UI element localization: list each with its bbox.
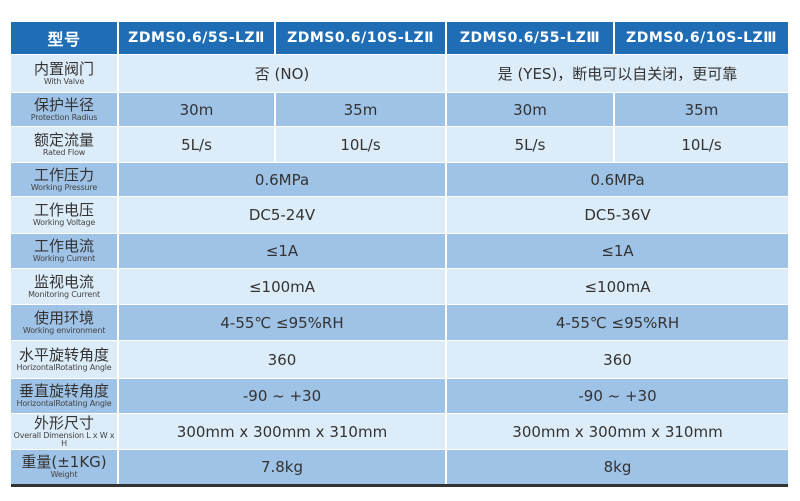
row-label-en: Working Pressure bbox=[30, 182, 98, 192]
row-value: 7.8kg bbox=[118, 449, 447, 486]
row-label-zh: 使用环境 bbox=[33, 308, 94, 327]
row-value: DC5-36V bbox=[446, 196, 788, 234]
row-label: 外形尺寸 Overall Dimension L x W x H bbox=[11, 413, 119, 450]
row-label: 工作电流 Working Current bbox=[11, 233, 119, 269]
row-value: 300mm x 300mm x 310mm bbox=[118, 413, 447, 450]
model-4: ZDMS0.6/10S-LZⅢ bbox=[614, 22, 788, 55]
row-label: 额定流量 Rated Flow bbox=[11, 126, 119, 163]
table-row: 水平旋转角度 HorizontalRotating Angle 360 360 bbox=[11, 340, 788, 379]
row-label-en: Rated Flow bbox=[42, 147, 86, 157]
row-label-zh: 水平旋转角度 bbox=[18, 345, 109, 364]
row-label: 监视电流 Monitoring Current bbox=[11, 268, 119, 305]
row-value: 5L/s bbox=[118, 126, 276, 163]
row-label-zh: 工作电流 bbox=[33, 237, 94, 255]
row-value: 0.6MPa bbox=[118, 162, 447, 197]
row-value: 4-55℃ ≤95%RH bbox=[118, 304, 447, 341]
row-value: 5L/s bbox=[446, 126, 615, 163]
row-value: -90 ~ +30 bbox=[118, 378, 447, 414]
spec-table: 型号 ZDMS0.6/5S-LZⅡ ZDMS0.6/10S-LZⅡ ZDMS0.… bbox=[11, 22, 788, 487]
row-label-en: Monitoring Current bbox=[28, 289, 100, 299]
row-label-en: Working environment bbox=[22, 325, 106, 335]
header-row: 型号 ZDMS0.6/5S-LZⅡ ZDMS0.6/10S-LZⅡ ZDMS0.… bbox=[11, 22, 788, 55]
row-value: ≤1A bbox=[446, 233, 788, 269]
row-label-en: Working Voltage bbox=[32, 218, 96, 227]
row-value: 0.6MPa bbox=[446, 162, 788, 197]
row-label-zh: 内置阀门 bbox=[33, 59, 94, 78]
row-label-zh: 重量(±1KG) bbox=[21, 453, 107, 471]
table-row: 保护半径 Protection Radius 30m 35m 30m 35m bbox=[11, 92, 788, 127]
row-value: ≤100mA bbox=[446, 268, 788, 305]
model-2: ZDMS0.6/10S-LZⅡ bbox=[275, 22, 447, 55]
row-value: 是 (YES)，断电可以自关闭，更可靠 bbox=[446, 54, 788, 93]
table-row: 额定流量 Rated Flow 5L/s 10L/s 5L/s 10L/s bbox=[11, 126, 788, 163]
row-label-zh: 监视电流 bbox=[33, 272, 94, 291]
row-label: 内置阀门 With Valve bbox=[11, 54, 119, 93]
row-label: 保护半径 Protection Radius bbox=[11, 92, 119, 127]
row-value: 8kg bbox=[446, 449, 788, 486]
row-label-en: HorizontalRotating Angle bbox=[16, 362, 112, 372]
row-value: ≤1A bbox=[118, 233, 447, 269]
row-label-en: Weight bbox=[50, 470, 78, 479]
row-value: 10L/s bbox=[614, 126, 788, 163]
row-value: ≤100mA bbox=[118, 268, 447, 305]
row-value: -90 ~ +30 bbox=[446, 378, 788, 414]
table-row: 使用环境 Working environment 4-55℃ ≤95%RH 4-55℃… bbox=[11, 304, 788, 341]
row-label-en: Protection Radius bbox=[30, 112, 98, 122]
row-label: 工作压力 Working Pressure bbox=[11, 162, 119, 197]
table-row: 工作压力 Working Pressure 0.6MPa 0.6MPa bbox=[11, 162, 788, 197]
row-value: 10L/s bbox=[275, 126, 447, 163]
table-row: 内置阀门 With Valve 否 (NO) 是 (YES)，断电可以自关闭，更可靠 bbox=[11, 54, 788, 93]
row-label-en: Working Current bbox=[32, 254, 96, 263]
row-label: 垂直旋转角度 HorizontalRotating Angle bbox=[11, 378, 119, 414]
row-value: 否 (NO) bbox=[118, 54, 447, 93]
row-label: 水平旋转角度 HorizontalRotating Angle bbox=[11, 340, 119, 379]
model-1: ZDMS0.6/5S-LZⅡ bbox=[118, 22, 276, 55]
row-value: 35m bbox=[275, 92, 447, 127]
row-label-zh: 工作压力 bbox=[33, 165, 94, 184]
row-value: 35m bbox=[614, 92, 788, 127]
table-row: 工作电流 Working Current ≤1A ≤1A bbox=[11, 233, 788, 269]
row-label-zh: 额定流量 bbox=[33, 130, 94, 149]
row-value: 360 bbox=[118, 340, 447, 379]
model-header: 型号 bbox=[11, 22, 119, 55]
row-label-en: With Valve bbox=[43, 76, 85, 86]
table-row: 重量(±1KG) Weight 7.8kg 8kg bbox=[11, 449, 788, 486]
table-row: 监视电流 Monitoring Current ≤100mA ≤100mA bbox=[11, 268, 788, 305]
row-value: 300mm x 300mm x 310mm bbox=[446, 413, 788, 450]
table-row: 工作电压 Working Voltage DC5-24V DC5-36V bbox=[11, 196, 788, 234]
table-row: 垂直旋转角度 HorizontalRotating Angle -90 ~ +30-… bbox=[11, 378, 788, 414]
table-row: 外形尺寸 Overall Dimension L x W x H 300mm x 3… bbox=[11, 413, 788, 450]
row-label-zh: 垂直旋转角度 bbox=[18, 382, 109, 400]
row-label-zh: 工作电压 bbox=[33, 201, 94, 219]
model-3: ZDMS0.6/55-LZⅢ bbox=[446, 22, 615, 55]
row-value: 30m bbox=[446, 92, 615, 127]
row-label: 重量(±1KG) Weight bbox=[11, 449, 119, 486]
row-label-zh: 保护半径 bbox=[33, 95, 94, 114]
row-label-en: HorizontalRotating Angle bbox=[16, 399, 112, 408]
row-label-en: Overall Dimension L x W x H bbox=[13, 430, 115, 448]
row-label: 工作电压 Working Voltage bbox=[11, 196, 119, 234]
row-value: DC5-24V bbox=[118, 196, 447, 234]
row-label: 使用环境 Working environment bbox=[11, 304, 119, 341]
row-label-zh: 外形尺寸 bbox=[33, 413, 94, 432]
row-value: 360 bbox=[446, 340, 788, 379]
row-value: 4-55℃ ≤95%RH bbox=[446, 304, 788, 341]
row-value: 30m bbox=[118, 92, 276, 127]
